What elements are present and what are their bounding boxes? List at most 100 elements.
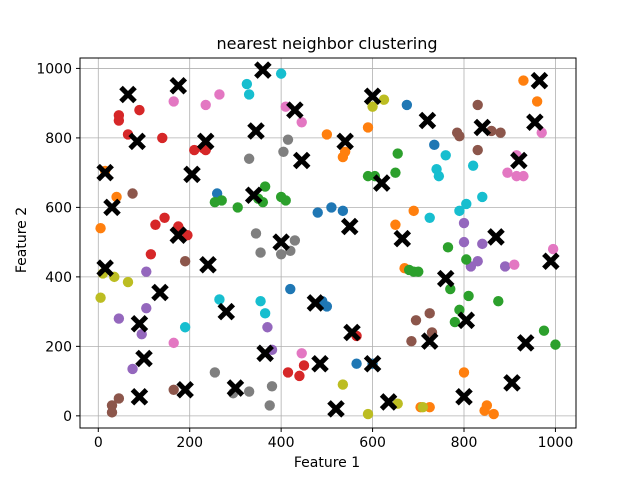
y-tick-label: 0 <box>63 409 72 425</box>
x-tick-label: 0 <box>94 435 103 451</box>
centroid-marker <box>457 311 476 330</box>
centroid-marker <box>516 334 535 352</box>
data-point <box>113 110 125 121</box>
data-point <box>472 256 483 267</box>
data-point <box>111 191 122 203</box>
data-point <box>150 219 161 230</box>
centroid-marker <box>169 226 188 244</box>
data-point <box>298 360 310 371</box>
centroid-marker <box>510 151 528 170</box>
data-point <box>392 148 403 159</box>
data-point <box>289 235 301 246</box>
data-point <box>499 261 511 272</box>
centroid-marker <box>272 233 290 251</box>
centroid-marker <box>503 374 521 392</box>
centroid-marker <box>363 87 382 105</box>
data-point <box>429 139 440 151</box>
data-point <box>445 283 456 295</box>
data-point <box>362 408 374 420</box>
data-point <box>454 205 465 217</box>
centroid-markers <box>96 61 560 418</box>
data-point <box>209 367 221 378</box>
centroid-marker <box>336 132 354 151</box>
data-point <box>488 408 499 420</box>
data-point <box>179 322 191 333</box>
data-point <box>168 337 179 349</box>
data-point <box>410 315 422 326</box>
centroid-marker <box>244 186 263 204</box>
data-point <box>481 400 493 411</box>
data-point <box>458 217 470 229</box>
data-point <box>531 96 543 107</box>
data-point <box>312 207 323 218</box>
data-point <box>264 400 275 411</box>
data-point <box>95 292 106 303</box>
centroid-marker <box>530 71 549 90</box>
centroid-marker <box>306 294 325 312</box>
data-point <box>259 308 271 319</box>
centroid-marker <box>256 344 274 363</box>
data-points <box>95 68 561 420</box>
data-point <box>157 132 168 144</box>
data-point <box>145 249 157 260</box>
data-point <box>442 242 454 253</box>
centroid-marker <box>128 132 146 151</box>
data-point <box>278 146 289 158</box>
centroid-marker <box>226 379 245 397</box>
data-point <box>477 191 488 203</box>
data-point <box>189 144 200 156</box>
data-point <box>390 219 401 230</box>
centroid-marker <box>292 151 311 170</box>
data-point <box>461 254 472 265</box>
x-tick-label: 400 <box>268 435 295 451</box>
data-point <box>296 348 307 359</box>
centroid-marker <box>526 113 544 132</box>
data-point <box>141 302 152 314</box>
centroid-marker <box>343 323 361 342</box>
centroid-marker <box>96 259 114 277</box>
data-point <box>406 335 417 347</box>
data-point <box>339 146 351 158</box>
data-point <box>282 367 294 378</box>
data-point <box>550 339 561 350</box>
data-point <box>461 198 472 210</box>
data-point <box>95 223 106 234</box>
data-point <box>216 195 227 206</box>
centroid-marker <box>418 111 437 130</box>
data-point <box>454 130 465 142</box>
x-tick-label: 800 <box>451 435 478 451</box>
data-point <box>337 379 349 390</box>
data-point <box>134 104 145 116</box>
data-point <box>255 247 266 258</box>
data-point <box>182 229 193 241</box>
centroid-marker <box>455 387 473 406</box>
data-point <box>280 195 291 206</box>
data-point <box>127 363 138 375</box>
data-point <box>502 167 513 178</box>
data-point <box>493 295 504 307</box>
data-point <box>321 129 333 140</box>
centroid-marker <box>311 354 329 373</box>
data-point <box>509 259 520 270</box>
data-point <box>275 68 287 79</box>
data-point <box>122 276 134 288</box>
data-point <box>168 96 179 107</box>
x-tick-label: 1000 <box>538 435 574 451</box>
data-point <box>285 283 296 295</box>
data-point <box>255 295 266 307</box>
data-point <box>440 150 451 161</box>
centroid-marker <box>199 255 217 274</box>
data-point <box>518 170 529 182</box>
data-point <box>232 202 243 213</box>
centroid-marker <box>119 85 137 104</box>
data-point <box>296 117 307 128</box>
data-point <box>424 212 435 224</box>
data-point <box>495 127 506 138</box>
centroid-marker <box>327 400 345 418</box>
y-tick-label: 400 <box>45 270 72 286</box>
data-point <box>106 407 118 418</box>
data-point <box>408 205 419 217</box>
data-point <box>250 228 262 239</box>
data-point <box>294 370 305 382</box>
centroid-marker <box>135 349 153 368</box>
